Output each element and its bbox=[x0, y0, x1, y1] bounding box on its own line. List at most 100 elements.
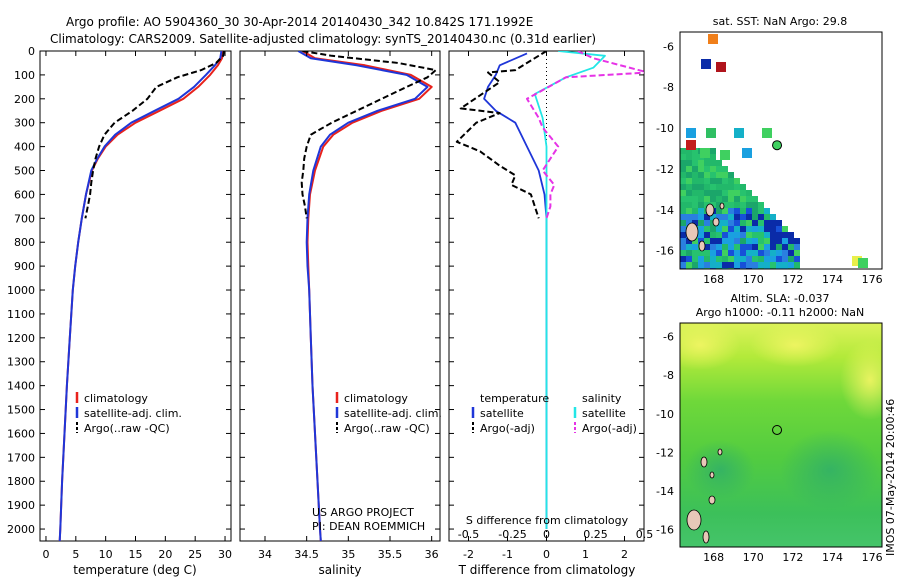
timestamp-stamp: IMOS 07-May-2014 20:00:46 bbox=[884, 399, 897, 556]
island-land bbox=[712, 217, 720, 227]
sst-pixel bbox=[680, 250, 686, 256]
sst-pixel bbox=[758, 214, 764, 220]
sst-pixel bbox=[704, 238, 710, 244]
sst-pixel bbox=[752, 208, 758, 214]
legend-s-satellite-label: satellite bbox=[582, 407, 626, 420]
sst-pixel bbox=[758, 244, 764, 250]
sst-pixel bbox=[728, 238, 734, 244]
sst-pixel bbox=[704, 256, 710, 262]
secondary-xtick-label: 0.5 bbox=[636, 528, 654, 541]
sst-pixel bbox=[740, 220, 746, 226]
sst-pixel bbox=[704, 226, 710, 232]
sst-observation-square bbox=[762, 128, 772, 138]
sst-pixel bbox=[740, 256, 746, 262]
sst-pixel bbox=[752, 244, 758, 250]
sst-pixel bbox=[740, 208, 746, 214]
temperature-series-satellite-adj-clim bbox=[58, 51, 223, 541]
sst-pixel bbox=[722, 226, 728, 232]
sst-pixel bbox=[728, 208, 734, 214]
sst-pixel bbox=[770, 262, 776, 268]
depth-tick-label: 1200 bbox=[7, 332, 35, 345]
sst-map-ytick-label: -8 bbox=[663, 81, 674, 94]
sst-pixel bbox=[728, 232, 734, 238]
sst-map-xtick-label: 172 bbox=[782, 273, 803, 286]
sst-pixel bbox=[698, 208, 704, 214]
island-land bbox=[705, 203, 715, 217]
sst-pixel bbox=[734, 250, 740, 256]
sst-pixel bbox=[794, 244, 800, 250]
sst-pixel bbox=[734, 184, 740, 190]
sst-pixel bbox=[752, 220, 758, 226]
sst-pixel bbox=[698, 172, 704, 178]
sst-pixel bbox=[752, 196, 758, 202]
sst-pixel bbox=[716, 202, 722, 208]
difference-xtick-label: 1 bbox=[582, 548, 589, 561]
island-land bbox=[709, 471, 715, 479]
legend-salinity-title: salinity bbox=[582, 392, 622, 405]
salinity-axis-label: salinity bbox=[318, 563, 361, 577]
secondary-xtick-label: 0 bbox=[543, 528, 550, 541]
sst-pixel bbox=[722, 220, 728, 226]
sst-pixel bbox=[692, 244, 698, 250]
sst-pixel bbox=[734, 208, 740, 214]
sst-pixel bbox=[686, 148, 692, 154]
temperature-xtick-label: 10 bbox=[99, 548, 113, 561]
legend-satellite-label: satellite-adj. clim. bbox=[344, 407, 442, 420]
sla-blob bbox=[680, 323, 740, 370]
sst-pixel bbox=[692, 172, 698, 178]
sst-pixel bbox=[758, 220, 764, 226]
depth-tick-label: 1700 bbox=[7, 451, 35, 464]
sst-pixel bbox=[686, 190, 692, 196]
sst-pixel bbox=[722, 178, 728, 184]
sla-map-ytick-label: -16 bbox=[656, 524, 674, 537]
sst-pixel bbox=[734, 226, 740, 232]
sst-pixel bbox=[770, 256, 776, 262]
salinity-xtick-label: 34.5 bbox=[294, 548, 319, 561]
sst-pixel bbox=[698, 190, 704, 196]
sst-pixel bbox=[692, 160, 698, 166]
sst-pixel bbox=[680, 214, 686, 220]
sst-pixel bbox=[770, 244, 776, 250]
sst-pixel bbox=[758, 262, 764, 268]
sst-pixel bbox=[734, 238, 740, 244]
sst-pixel bbox=[746, 214, 752, 220]
legend-satellite-label: satellite-adj. clim. bbox=[84, 407, 182, 420]
salinity-xtick-label: 34 bbox=[258, 548, 272, 561]
difference-legend: temperature salinity satellite Argo(-adj… bbox=[471, 392, 637, 435]
sst-pixel bbox=[734, 190, 740, 196]
sst-pixel bbox=[704, 166, 710, 172]
sst-pixel bbox=[716, 178, 722, 184]
sst-pixel bbox=[698, 256, 704, 262]
sst-pixel bbox=[782, 238, 788, 244]
island-land bbox=[698, 240, 706, 252]
sla-map-xtick-label: 170 bbox=[743, 551, 764, 564]
depth-tick-label: 200 bbox=[14, 93, 35, 106]
sst-pixel bbox=[716, 226, 722, 232]
sla-map-xtick-label: 176 bbox=[862, 551, 883, 564]
sla-map-xtick-label: 172 bbox=[782, 551, 803, 564]
sst-pixel bbox=[716, 208, 722, 214]
sst-pixel bbox=[692, 166, 698, 172]
sla-map-title-line1: Altim. SLA: -0.037 bbox=[730, 292, 829, 305]
sst-pixel bbox=[710, 202, 716, 208]
sst-pixel bbox=[692, 184, 698, 190]
depth-tick-label: 1300 bbox=[7, 356, 35, 369]
sst-pixel bbox=[704, 178, 710, 184]
sst-pixel bbox=[710, 166, 716, 172]
sst-pixel bbox=[692, 202, 698, 208]
sst-pixel bbox=[758, 208, 764, 214]
sst-pixel bbox=[758, 250, 764, 256]
sst-pixel bbox=[794, 238, 800, 244]
sst-pixel bbox=[692, 190, 698, 196]
sst-map-ytick-label: -6 bbox=[663, 40, 674, 53]
sst-observation-square bbox=[706, 128, 716, 138]
sla-map-ytick-label: -6 bbox=[663, 331, 674, 344]
difference-series-temperature-satellite bbox=[483, 52, 548, 529]
depth-tick-label: 900 bbox=[14, 260, 35, 273]
sst-pixel bbox=[752, 238, 758, 244]
sla-map-image bbox=[680, 323, 882, 547]
sla-map-frame bbox=[679, 322, 883, 548]
salinity-curves bbox=[297, 51, 437, 541]
difference-series-salinity-argo-adj bbox=[526, 51, 644, 219]
